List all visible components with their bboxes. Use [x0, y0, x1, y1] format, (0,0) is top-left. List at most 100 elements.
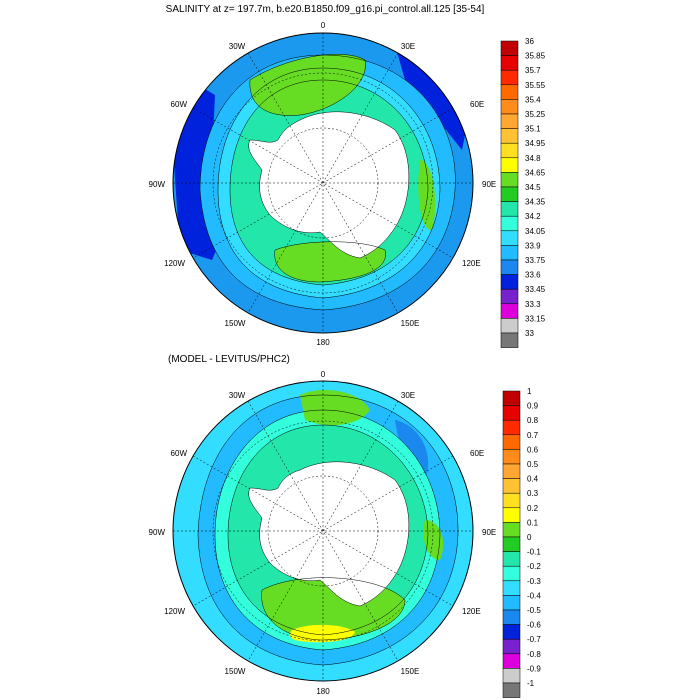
legend-label: 35.1	[525, 125, 541, 134]
lon-label: 90W	[149, 528, 166, 537]
legend-label: 35.85	[525, 52, 546, 61]
legend-swatch	[502, 580, 521, 596]
lon-label: 0	[321, 21, 326, 30]
legend-swatch	[502, 434, 521, 450]
legend-swatch	[502, 624, 521, 640]
lon-label: 60W	[171, 100, 188, 109]
lon-label: 30W	[229, 42, 246, 51]
lon-labels-2: 0 30E 60E 90E 120E 150E 180 150W 120W 90…	[149, 370, 497, 696]
legend-label: 0.6	[527, 445, 539, 454]
legend-label: 0.3	[527, 489, 539, 498]
legend-swatch	[500, 40, 519, 56]
lon-label: 150W	[225, 319, 246, 328]
lon-label: 120W	[164, 259, 185, 268]
panel-salinity: SALINITY at z= 197.7m, b.e20.B1850.f09_g…	[149, 4, 546, 348]
legend-swatch	[502, 536, 521, 552]
legend-swatch	[500, 215, 519, 232]
legend-label: 35.25	[525, 110, 546, 119]
panel-difference: (MODEL - LEVITUS/PHC2)	[149, 354, 541, 698]
legend-swatch	[500, 201, 519, 217]
legend-label: 33.75	[525, 256, 546, 265]
legend-swatch	[500, 128, 519, 144]
legend-label: 35.7	[525, 66, 541, 75]
legend-swatch	[502, 668, 521, 684]
legend-label: 34.95	[525, 139, 546, 148]
lon-label: 90E	[482, 528, 496, 537]
positive-anomaly-indian	[423, 520, 444, 560]
lon-label: 60W	[171, 449, 188, 458]
lon-label: 120E	[462, 259, 481, 268]
legend-swatch	[500, 318, 519, 334]
legend-swatch	[500, 274, 519, 290]
legend-label: -0.4	[527, 591, 541, 600]
high-salinity-atlantic	[249, 54, 366, 116]
legend-label: 34.8	[525, 154, 541, 163]
legend-label: -1	[527, 679, 535, 688]
legend-swatch	[502, 478, 521, 494]
lon-label: 60E	[470, 100, 484, 109]
legend-swatch	[502, 390, 521, 406]
lon-label: 120W	[164, 607, 185, 616]
legend-swatch	[502, 653, 521, 669]
legend-label: 34.05	[525, 227, 546, 236]
legend-label: 33	[525, 329, 534, 338]
legend-swatch	[502, 638, 521, 655]
lon-label: 180	[316, 338, 330, 347]
legend-swatch	[502, 682, 521, 698]
lon-labels-1: 0 30E 60E 90E 120E 150E 180 150W 120W 90…	[149, 21, 497, 347]
panel-2-title: (MODEL - LEVITUS/PHC2)	[168, 354, 290, 365]
lon-label: 150E	[401, 667, 420, 676]
legend-label: 0.9	[527, 402, 539, 411]
legend-label: -0.9	[527, 664, 541, 673]
legend-label: 33.9	[525, 241, 541, 250]
map-frame-1	[172, 32, 474, 334]
legend-swatch	[502, 449, 521, 465]
legend-swatch	[502, 492, 521, 509]
lon-label: 60E	[470, 449, 484, 458]
legend-label: -0.1	[527, 548, 541, 557]
antarctica-land	[248, 111, 409, 258]
legend-swatch	[500, 157, 519, 173]
graticule	[173, 381, 473, 681]
legend-swatch	[500, 288, 519, 305]
legend-label: 33.15	[525, 314, 546, 323]
legend-label: 35.55	[525, 81, 546, 90]
legend-label: 1	[527, 387, 532, 396]
legend-swatch	[502, 522, 521, 538]
legend-swatch	[502, 609, 521, 625]
legend-label: 34.2	[525, 212, 541, 221]
legend-label: 0	[527, 533, 532, 542]
legend-swatch	[500, 113, 519, 129]
lon-label: 150W	[225, 667, 246, 676]
legend-label: 34.65	[525, 168, 546, 177]
legend-swatch	[502, 595, 521, 611]
legend-swatch	[500, 55, 519, 71]
legend-swatch	[500, 142, 519, 159]
lon-label: 120E	[462, 607, 481, 616]
legend-label: 34.35	[525, 198, 546, 207]
legend-swatch	[502, 551, 521, 567]
legend-label: 35.4	[525, 95, 541, 104]
legend-swatch	[500, 99, 519, 115]
legend-label: -0.7	[527, 635, 541, 644]
legend-label: -0.8	[527, 650, 541, 659]
legend-swatch	[500, 332, 519, 348]
map-frame-2	[172, 380, 474, 682]
legend-label: 33.6	[525, 271, 541, 280]
legend-swatch	[500, 172, 519, 188]
legend-label: 33.45	[525, 285, 546, 294]
legend-label: 33.3	[525, 300, 541, 309]
polar-map-2	[173, 381, 473, 681]
legend-label: 0.7	[527, 431, 539, 440]
lon-label: 180	[316, 687, 330, 696]
lon-label: 30W	[229, 391, 246, 400]
legend-swatch	[502, 565, 521, 582]
lon-label: 90W	[149, 180, 166, 189]
legend-swatch	[500, 259, 519, 275]
legend-swatch	[502, 405, 521, 421]
legend-label: 0.2	[527, 504, 539, 513]
lon-label: 30E	[401, 391, 415, 400]
panel-1-title: SALINITY at z= 197.7m, b.e20.B1850.f09_g…	[166, 4, 485, 15]
lon-label: 0	[321, 370, 326, 379]
legend-label: -0.2	[527, 562, 541, 571]
